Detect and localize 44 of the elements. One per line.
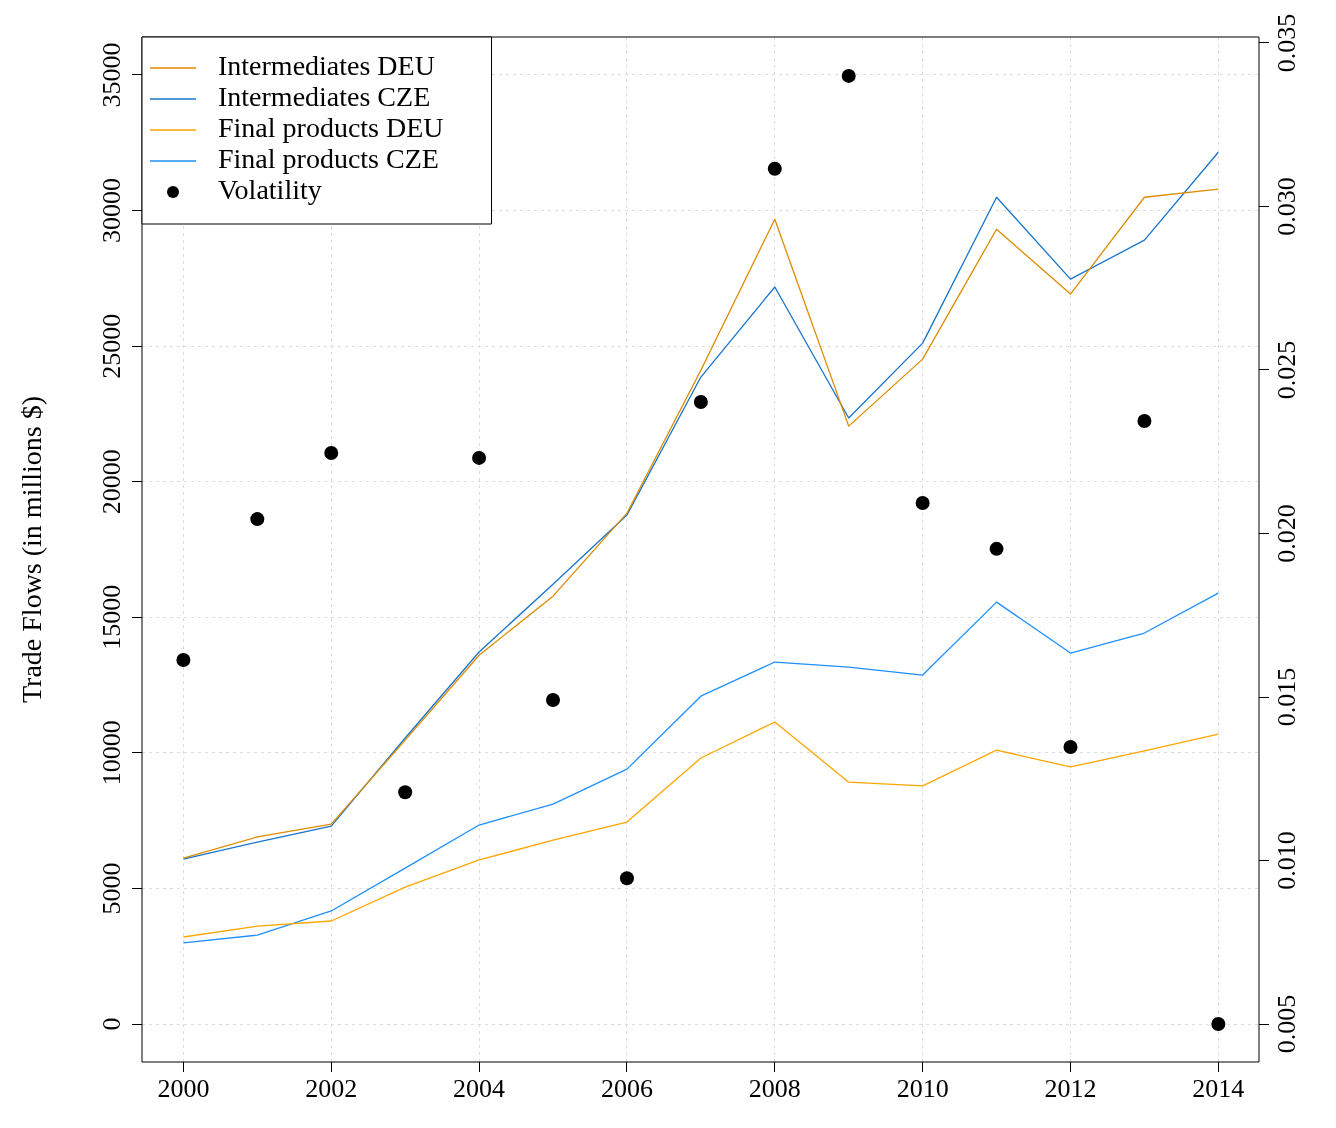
point [1063, 740, 1078, 755]
point [176, 653, 191, 668]
y2-tick-label: 0.030 [1271, 177, 1301, 236]
x-tick-label: 2004 [453, 1074, 506, 1104]
y-axis-title: Trade Flows (in millions $) [16, 396, 48, 703]
y-tick-label: 35000 [96, 42, 126, 108]
point [767, 161, 782, 176]
point [398, 785, 413, 800]
legend-label: Volatility [218, 174, 322, 206]
point [1137, 413, 1152, 428]
legend-label: Intermediates DEU [218, 50, 435, 82]
y2-tick-label: 0.015 [1271, 667, 1301, 727]
y-tick-label: 15000 [96, 584, 126, 650]
y-tick-label: 5000 [96, 862, 126, 915]
x-tick-label: 2014 [1192, 1074, 1245, 1104]
point [619, 871, 634, 886]
y2-tick-label: 0.035 [1271, 13, 1301, 73]
legend-label: Final products DEU [218, 112, 444, 144]
y2-tick-label: 0.005 [1271, 994, 1301, 1054]
point [841, 68, 856, 83]
legend-label: Final products CZE [218, 143, 439, 175]
point [693, 395, 708, 409]
x-tick-label: 2010 [896, 1074, 949, 1104]
point [915, 496, 930, 511]
y-tick-label: 20000 [96, 449, 126, 515]
point [472, 450, 487, 465]
y-tick-label: 0 [96, 1017, 126, 1031]
point [1211, 1017, 1226, 1032]
y-tick-label: 10000 [96, 720, 126, 786]
x-tick-label: 2006 [600, 1074, 653, 1104]
y-tick-label: 25000 [96, 313, 126, 379]
y-tick-label: 30000 [96, 178, 126, 244]
x-tick-label: 2008 [748, 1074, 801, 1104]
point [324, 446, 339, 461]
y2-tick-label: 0.025 [1271, 340, 1301, 400]
x-tick-label: 2002 [305, 1074, 358, 1104]
legend-label: Intermediates CZE [218, 81, 431, 113]
y2-tick-label: 0.020 [1271, 504, 1301, 563]
y2-tick-label: 0.010 [1271, 831, 1301, 890]
point [989, 541, 1004, 556]
point [250, 512, 265, 527]
point [546, 692, 561, 707]
x-tick-label: 2012 [1044, 1074, 1097, 1104]
x-tick-label: 2000 [157, 1074, 210, 1104]
